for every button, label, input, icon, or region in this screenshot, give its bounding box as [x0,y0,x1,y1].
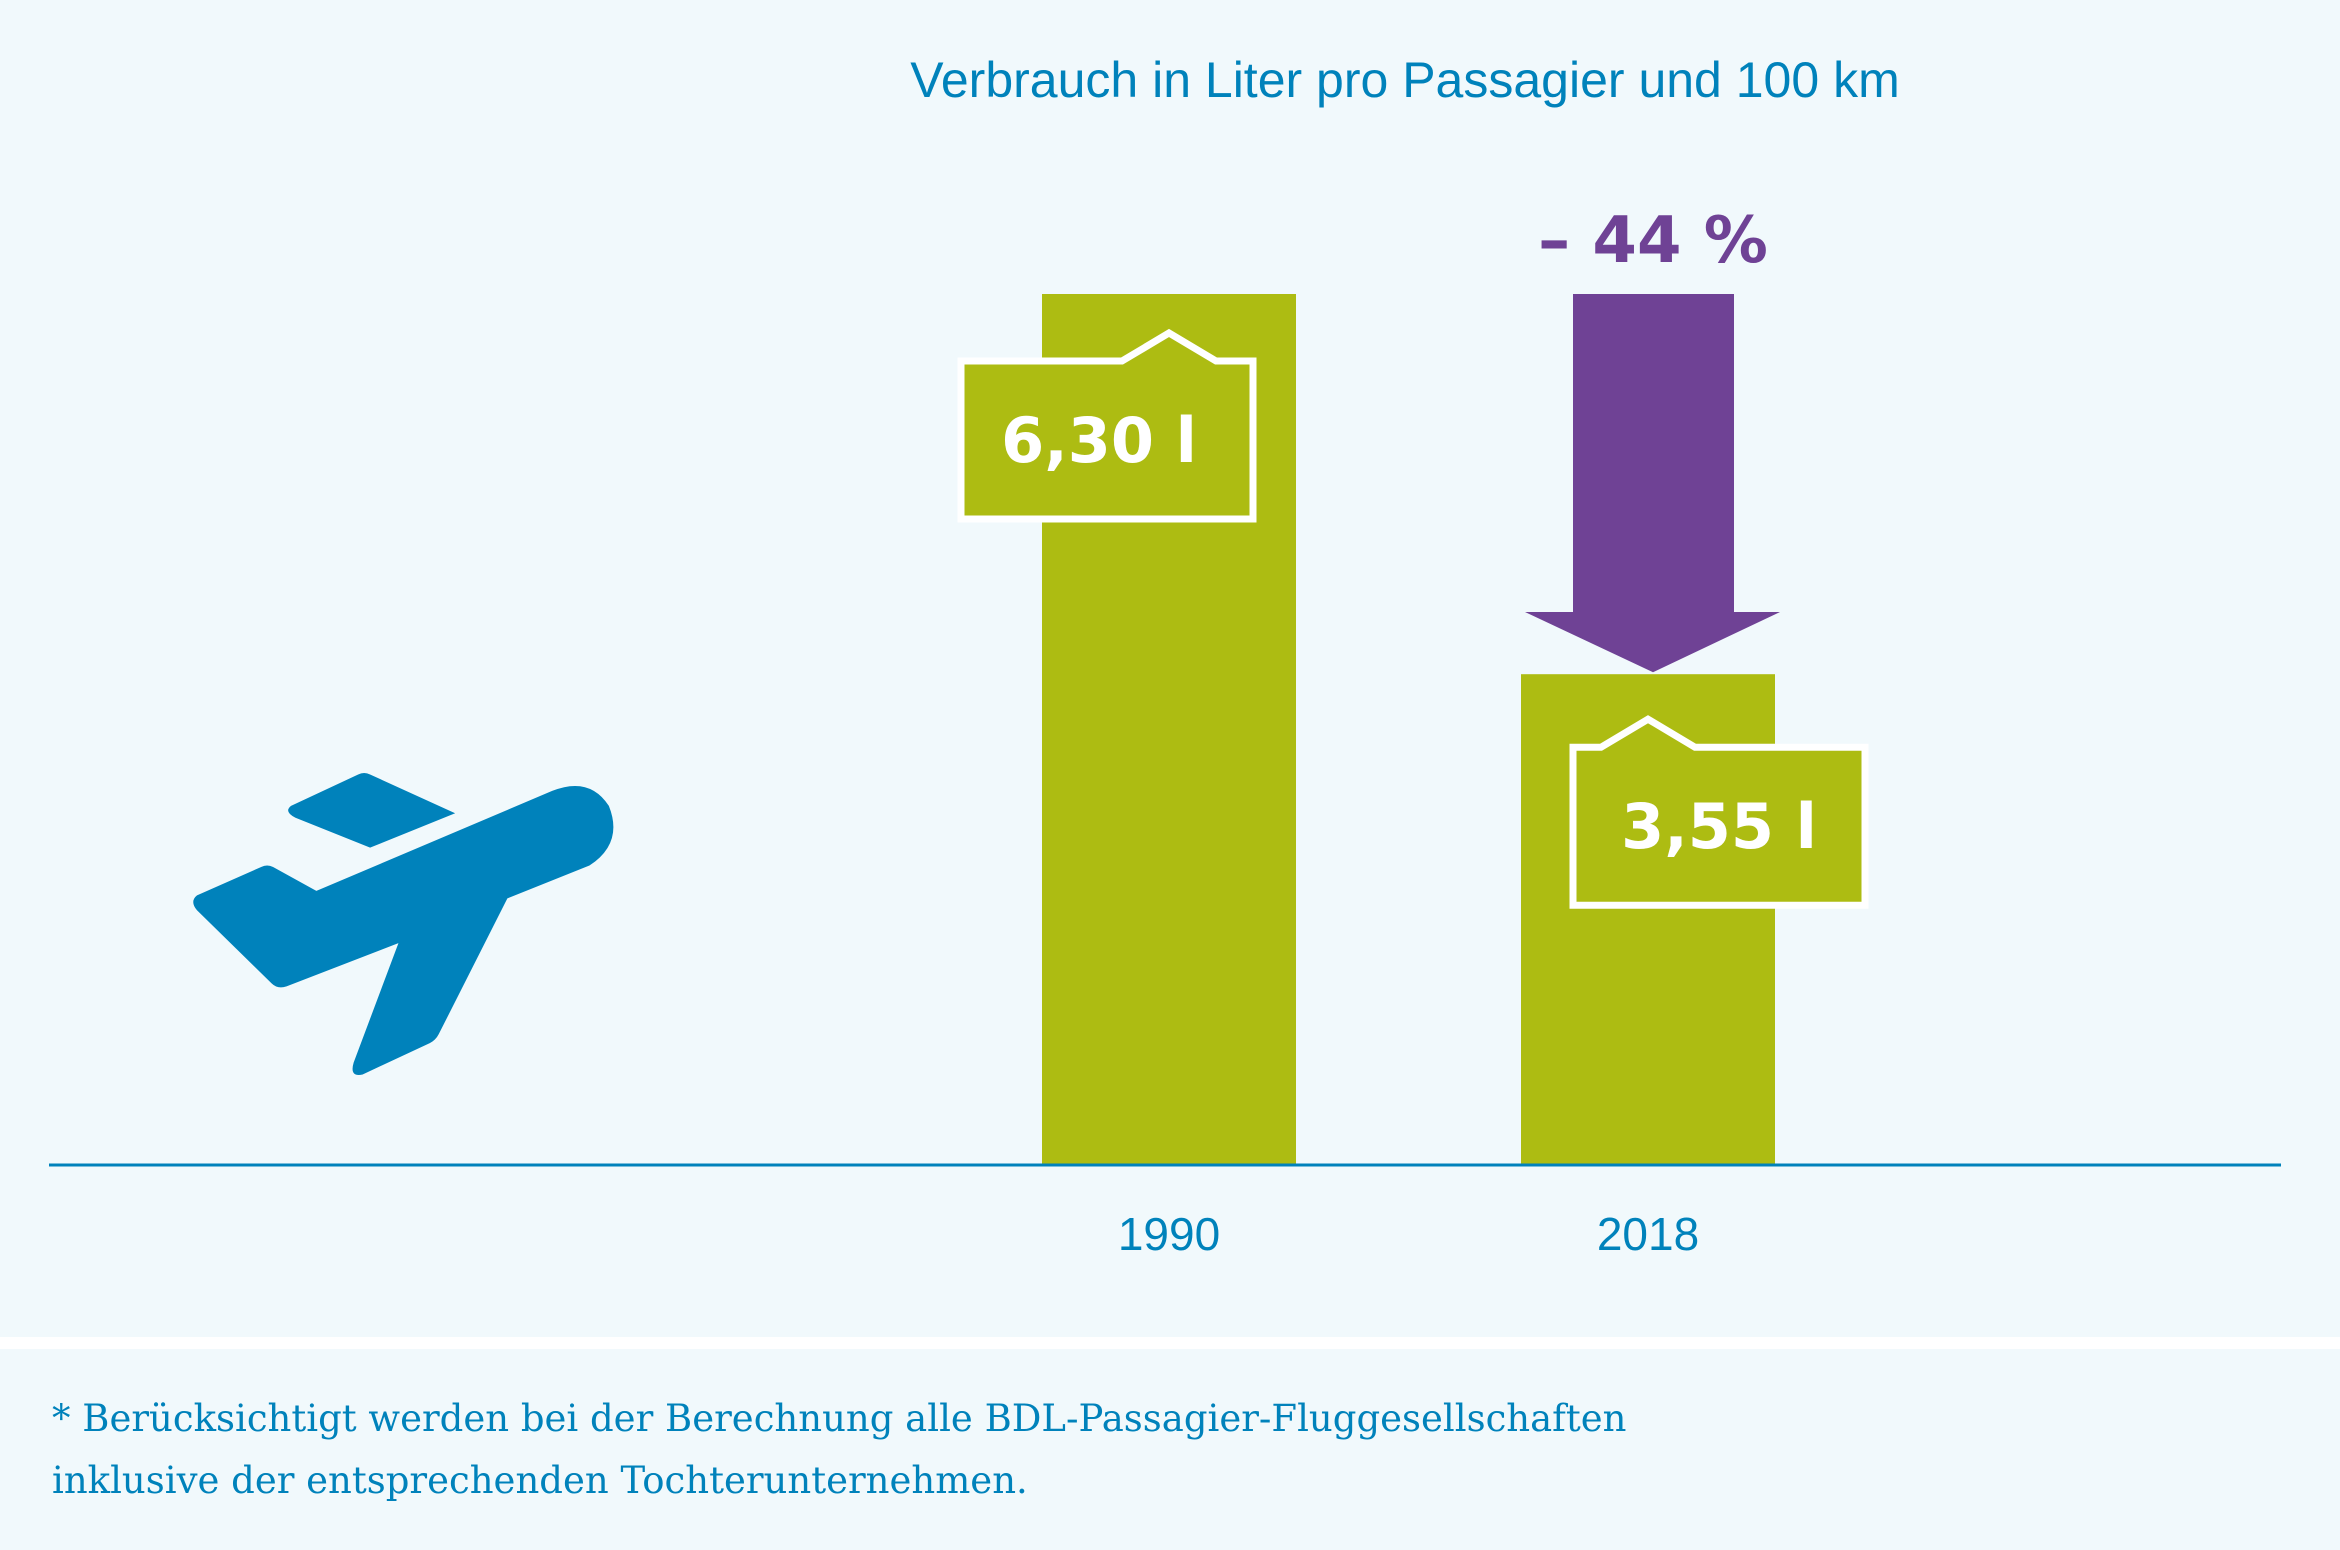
x-tick-label-1990: 1990 [1118,1208,1220,1260]
chart-title: Verbrauch in Liter pro Passagier und 100… [910,52,1899,108]
reduction-annotation: – 44 % [1538,204,1768,278]
data-label-2018: 3,55 l [1621,790,1817,863]
data-label-1990: 6,30 l [1001,404,1197,477]
footnote-line-2: inklusive der entsprechenden Tochterunte… [52,1459,1028,1502]
footnote-line-1: * Berücksichtigt werden bei der Berechnu… [52,1397,1627,1440]
x-tick-label-2018: 2018 [1597,1208,1699,1260]
value-label-box [1569,715,1869,909]
reduction-arrow [1525,294,1780,673]
divider [0,1337,2340,1349]
footnote: * Berücksichtigt werden bei der Berechnu… [52,1388,1626,1512]
value-label-box [957,328,1257,523]
airplane-takeoff-icon [193,773,614,1075]
